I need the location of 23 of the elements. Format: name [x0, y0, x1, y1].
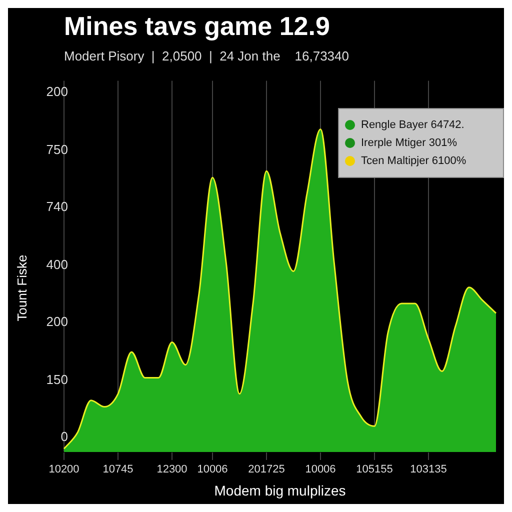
x-tick-label: 201725 [248, 464, 285, 476]
annotation: Irerple Mtiger 301% [361, 137, 457, 149]
chart-title: Mines tavs game 12.9 [64, 10, 330, 41]
annotation: 200 [46, 314, 68, 329]
annotation: 400 [46, 256, 68, 272]
x-tick-label: 12300 [156, 464, 188, 476]
x-tick-label: 10745 [102, 464, 134, 476]
annotation: 0 [60, 429, 68, 444]
x-tick-label: 103135 [410, 464, 447, 476]
x-tick-label: 10006 [305, 464, 336, 476]
x-tick-label: 105155 [356, 464, 393, 476]
x-tick-label: 10200 [48, 464, 80, 476]
annotation: 750 [46, 142, 68, 156]
x-tick-label: 10006 [197, 464, 228, 476]
annotation: Tcen Maltipjer 6100% [361, 155, 466, 167]
x-axis-title: Modem big mulplizes [214, 482, 346, 498]
annotation: Rengle Bayer 64742. [361, 119, 464, 131]
legend-box: Rengle Bayer 64742. Irerple Mtiger 301% Tcen Maltipjer 6100% [338, 108, 504, 178]
chart-subtitle: Modert Pisory | 2,0500 | 24 Jon the 16,73340 [64, 48, 349, 64]
annotation: 740 [46, 199, 68, 214]
y-axis-title: Tount Fiske [14, 254, 30, 322]
annotation: 150 [46, 372, 68, 386]
text: 200 [46, 84, 68, 99]
